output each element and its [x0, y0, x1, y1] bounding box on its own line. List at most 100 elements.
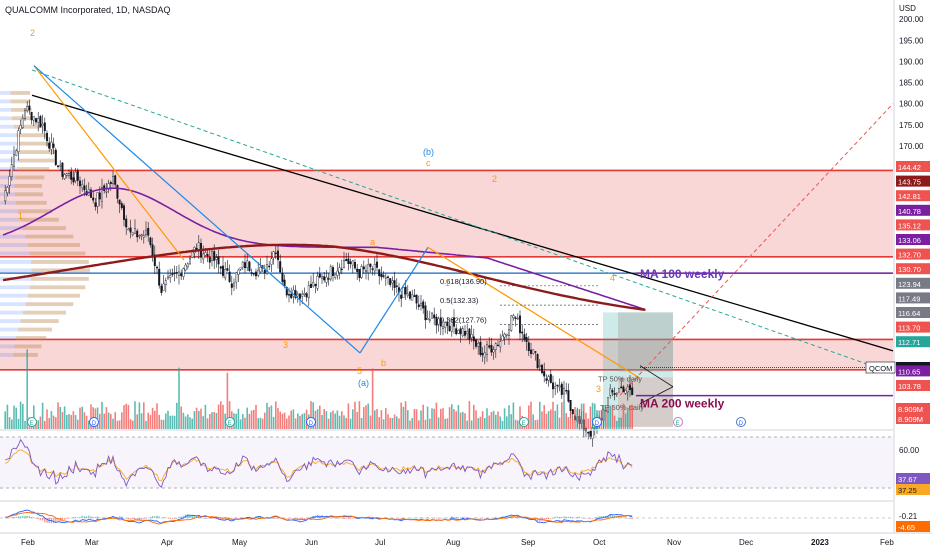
candle-body: [169, 275, 172, 278]
candle-body: [571, 409, 574, 415]
volume-bar: [519, 406, 521, 429]
macd-histogram-bar: [147, 517, 149, 519]
macd-histogram-bar: [66, 518, 68, 519]
volume-bar: [360, 417, 363, 429]
volume-bar: [235, 413, 237, 429]
macd-histogram-bar: [277, 518, 279, 519]
volume-bar: [171, 415, 174, 429]
macd-histogram-bar: [336, 517, 339, 519]
volume-bar: [459, 412, 462, 429]
macd-histogram-bar: [143, 518, 145, 519]
volume-bar: [149, 414, 152, 429]
macd-histogram-bar: [61, 518, 64, 520]
volume-bar: [220, 401, 222, 429]
candle-body: [52, 143, 55, 148]
candle-body: [563, 387, 566, 395]
volume-bar: [11, 419, 13, 429]
volume-bar: [8, 417, 11, 429]
event-marker-label: E: [228, 421, 232, 427]
volume-bar: [479, 416, 482, 429]
volume-bar: [105, 407, 108, 429]
candle-body: [426, 318, 429, 320]
candle-body: [314, 283, 317, 287]
candle-body: [76, 170, 79, 181]
price-tag-label: 132.70: [898, 251, 921, 260]
macd-histogram-bar: [39, 518, 42, 521]
macd-histogram-bar: [57, 518, 59, 522]
candle-body: [486, 344, 489, 355]
candle-body: [228, 271, 231, 282]
macd-histogram-bar: [468, 517, 471, 519]
macd-histogram-bar: [424, 517, 427, 519]
volume-bar: [367, 403, 369, 429]
candle-body: [538, 364, 541, 367]
volume-profile-bar-value: [23, 310, 67, 315]
candle-body: [560, 383, 563, 395]
macd-histogram-bar: [455, 516, 457, 518]
candle-body: [217, 256, 220, 265]
candle-body: [382, 275, 385, 277]
candle-body: [263, 269, 266, 274]
macd-histogram-bar: [400, 518, 402, 520]
macd-histogram-bar: [198, 516, 200, 518]
candle-body: [547, 376, 550, 381]
candle-body: [395, 285, 398, 287]
volume-bar: [63, 406, 66, 429]
event-marker: [225, 417, 235, 427]
candle-body: [125, 218, 128, 228]
candle-body: [391, 280, 394, 284]
candle-body: [6, 187, 9, 194]
wave-label: 3: [596, 384, 601, 394]
candle-body: [569, 400, 572, 411]
macd-histogram-bar: [473, 517, 475, 519]
volume-bar: [211, 412, 213, 429]
volume-bar: [374, 410, 376, 429]
candle-body: [497, 344, 500, 347]
candle-body: [512, 315, 515, 319]
candle-body: [552, 382, 555, 390]
candle-body: [213, 251, 216, 261]
macd-histogram-bar: [477, 518, 479, 519]
candle-body: [127, 228, 130, 231]
candle-body: [144, 229, 147, 235]
candle-body: [239, 267, 242, 270]
volume-bar: [88, 420, 90, 429]
candle-body: [39, 116, 42, 128]
macd-histogram-bar: [305, 518, 308, 519]
volume-profile-bar-value: [16, 133, 47, 138]
candle-body: [96, 192, 99, 207]
volume-bar: [475, 410, 477, 429]
volume-profile-bar: [0, 200, 47, 205]
volume-bar: [411, 417, 413, 429]
candle-body: [444, 322, 447, 329]
candle-body: [459, 328, 462, 335]
macd-histogram-bar: [490, 517, 493, 519]
macd-histogram-bar: [22, 516, 24, 518]
volume-bar: [393, 414, 396, 429]
macd-histogram-bar: [195, 516, 198, 518]
price-tag: [896, 365, 930, 377]
volume-bar: [17, 418, 20, 429]
macd-histogram-bar: [409, 518, 411, 519]
volume-bar: [602, 405, 605, 429]
volume-bar: [473, 404, 475, 429]
volume-profile-bar-value: [18, 158, 55, 163]
macd-histogram-bar: [325, 516, 328, 518]
candle-body: [541, 364, 544, 374]
volume-bar: [330, 412, 332, 429]
volume-bar: [389, 417, 391, 429]
macd-histogram-bar: [160, 517, 163, 519]
candle-body: [433, 314, 436, 319]
volume-bar: [352, 409, 354, 429]
macd-histogram-bar: [387, 517, 389, 519]
candle-body: [270, 258, 273, 265]
candle-body: [164, 280, 167, 286]
volume-bar: [72, 411, 75, 429]
candle-body: [622, 386, 625, 393]
volume-profile-bar-value: [13, 352, 38, 357]
candle-body: [259, 266, 262, 273]
macd-histogram-bar: [182, 516, 185, 518]
symbol-tag-label: QCOM: [869, 364, 892, 373]
volume-bar: [424, 419, 427, 429]
